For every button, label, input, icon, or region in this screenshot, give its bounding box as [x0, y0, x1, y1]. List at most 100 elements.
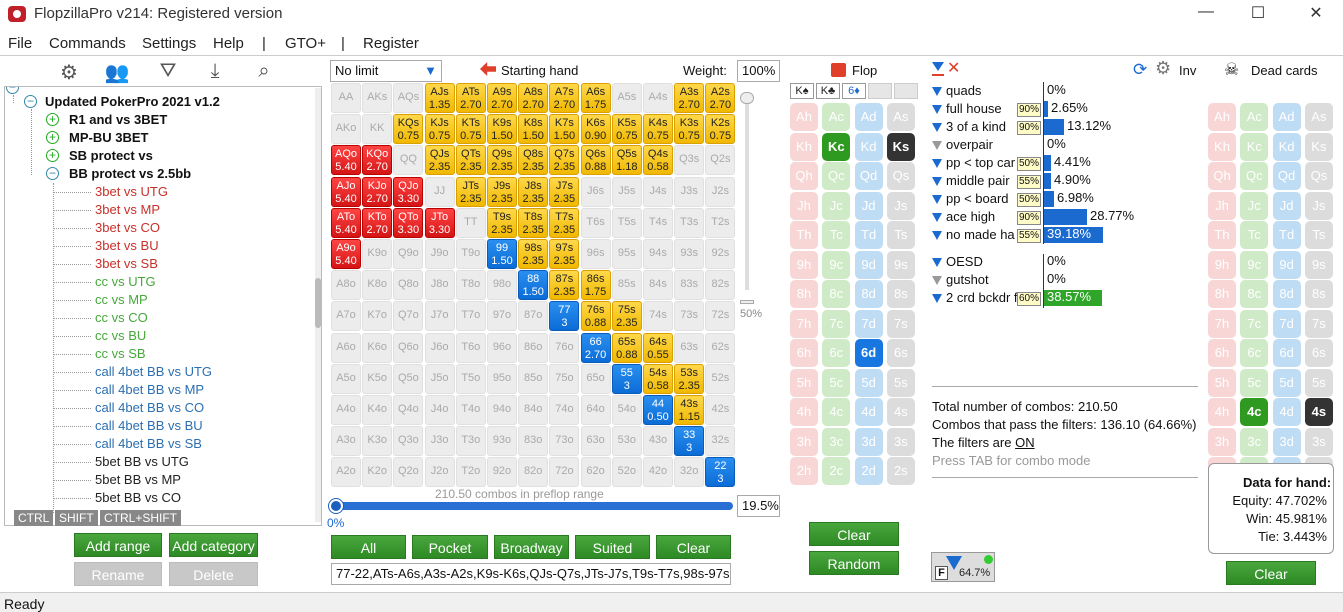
filter-funnel-icon[interactable]: [932, 159, 942, 168]
board-card-empty[interactable]: [868, 83, 892, 99]
hand-cell-54s[interactable]: 54s 0.58: [643, 363, 673, 394]
menu-help[interactable]: Help: [213, 35, 244, 52]
dead-card-3c[interactable]: 3c: [1240, 427, 1269, 456]
flop-card-6h[interactable]: 6h: [790, 339, 818, 367]
hand-cell-A6o[interactable]: A6o: [331, 332, 361, 363]
hand-cell-92o[interactable]: 92o: [487, 457, 517, 488]
hand-cell-AA[interactable]: AA: [331, 83, 361, 113]
hand-cell-KJs[interactable]: KJs 0.75: [424, 114, 455, 145]
hand-cell-T4o[interactable]: T4o: [455, 395, 486, 425]
hand-cell-82o[interactable]: 82o: [518, 457, 549, 488]
hand-cell-94o[interactable]: 94o: [487, 395, 517, 425]
hand-cell-Q8s[interactable]: Q8s 2.35: [518, 145, 549, 176]
hand-cell-75o[interactable]: 75o: [549, 363, 580, 394]
tree-root[interactable]: Updated PokerPro 2021 v1.2: [45, 94, 220, 109]
filter-funnel-icon[interactable]: [932, 105, 942, 114]
hand-cell-K7o[interactable]: K7o: [362, 301, 393, 332]
menu-commands[interactable]: Commands: [49, 35, 126, 52]
filter-funnel-icon[interactable]: [932, 87, 942, 96]
expand-icon[interactable]: +: [46, 131, 59, 144]
filter-badge-button[interactable]: F 64.7%: [931, 552, 995, 582]
close-button[interactable]: ✕: [1309, 5, 1323, 22]
flop-card-Tc[interactable]: Tc: [822, 221, 851, 249]
hand-cell-Q2s[interactable]: Q2s: [705, 145, 736, 176]
dead-card-Ah[interactable]: Ah: [1208, 103, 1236, 131]
dead-card-9s[interactable]: 9s: [1304, 250, 1333, 279]
flop-card-9h[interactable]: 9h: [790, 250, 818, 279]
hand-cell-TT[interactable]: TT: [455, 207, 486, 238]
hand-cell-K2s[interactable]: K2s 0.75: [705, 114, 736, 145]
flop-card-2d[interactable]: 2d: [854, 457, 883, 485]
hand-cell-72o[interactable]: 72o: [549, 457, 580, 488]
hand-cell-Q3s[interactable]: Q3s: [674, 145, 705, 176]
dead-card-8h[interactable]: 8h: [1208, 280, 1236, 308]
hand-cell-K6s[interactable]: K6s 0.90: [580, 114, 611, 145]
dead-card-Qd[interactable]: Qd: [1272, 162, 1301, 190]
tree-leaf[interactable]: 5bet BB vs UTG: [95, 454, 189, 469]
stat-row[interactable]: 3 of a kind: [932, 118, 1006, 136]
hand-cell-76o[interactable]: 76o: [549, 332, 580, 363]
board-card-empty[interactable]: [894, 83, 918, 99]
search-icon[interactable]: ⌕: [258, 60, 270, 82]
flop-card-3s[interactable]: 3s: [886, 427, 915, 456]
tree-leaf[interactable]: 3bet vs SB: [95, 256, 158, 271]
hand-cell-KJo[interactable]: KJo 2.70: [362, 176, 393, 207]
dead-card-6h[interactable]: 6h: [1208, 339, 1236, 367]
hand-cell-T7o[interactable]: T7o: [455, 301, 486, 332]
hand-cell-74s[interactable]: 74s: [643, 301, 673, 332]
tree-leaf[interactable]: cc vs SB: [95, 346, 146, 361]
hand-cell-J4s[interactable]: J4s: [643, 176, 673, 207]
hand-cell-52o[interactable]: 52o: [611, 457, 642, 488]
flop-card-Ad[interactable]: Ad: [854, 103, 883, 131]
dead-card-Jd[interactable]: Jd: [1272, 191, 1301, 220]
hand-cell-T3s[interactable]: T3s: [674, 207, 705, 238]
hand-cell-J2o[interactable]: J2o: [424, 457, 455, 488]
hand-cell-J3o[interactable]: J3o: [424, 426, 455, 457]
tree-leaf[interactable]: cc vs UTG: [95, 274, 156, 289]
hand-cell-53o[interactable]: 53o: [611, 426, 642, 457]
hand-cell-K3s[interactable]: K3s 0.75: [674, 114, 705, 145]
hand-cell-86o[interactable]: 86o: [518, 332, 549, 363]
all-button[interactable]: All: [331, 535, 406, 559]
dead-card-Qs[interactable]: Qs: [1304, 162, 1333, 190]
expand-icon[interactable]: +: [46, 113, 59, 126]
hand-cell-98o[interactable]: 98o: [487, 270, 517, 301]
hand-cell-Q4s[interactable]: Q4s 0.58: [643, 145, 673, 176]
hand-cell-73s[interactable]: 73s: [674, 301, 705, 332]
hand-cell-73o[interactable]: 73o: [549, 426, 580, 457]
dead-card-5s[interactable]: 5s: [1304, 368, 1333, 397]
hand-cell-63o[interactable]: 63o: [580, 426, 611, 457]
hand-cell-92s[interactable]: 92s: [705, 239, 736, 269]
flop-card-As[interactable]: As: [886, 103, 915, 131]
flop-card-5c[interactable]: 5c: [822, 368, 851, 397]
filter-funnel-icon[interactable]: [932, 195, 942, 204]
stat-weight[interactable]: 90%: [1017, 121, 1042, 135]
stat-weight[interactable]: 50%: [1017, 157, 1042, 171]
hand-cell-A2s[interactable]: A2s 2.70: [705, 83, 736, 113]
hand-cell-62s[interactable]: 62s: [705, 332, 736, 363]
import-icon[interactable]: ⤓: [210, 60, 220, 82]
hand-cell-97s[interactable]: 97s 2.35: [549, 239, 580, 269]
flop-random-button[interactable]: Random: [809, 551, 899, 575]
flop-card-3c[interactable]: 3c: [822, 427, 851, 456]
stat-weight[interactable]: 90%: [1017, 103, 1042, 117]
hand-cell-A3s[interactable]: A3s 2.70: [674, 83, 705, 113]
add-range-button[interactable]: Add range: [74, 533, 162, 557]
board-card-3[interactable]: 6♦: [842, 83, 866, 99]
hand-cell-Q2o[interactable]: Q2o: [393, 457, 424, 488]
hand-cell-K9o[interactable]: K9o: [362, 239, 393, 269]
dead-card-Ac[interactable]: Ac: [1240, 103, 1269, 131]
inv-label[interactable]: Inv: [1179, 63, 1197, 78]
hand-cell-95s[interactable]: 95s: [611, 239, 642, 269]
tree-scrollbar[interactable]: [315, 88, 321, 522]
stat-row[interactable]: ace high: [932, 208, 995, 226]
dead-card-4c[interactable]: 4c: [1240, 398, 1269, 426]
limit-select[interactable]: No limit ▼: [330, 60, 442, 82]
hand-cell-T4s[interactable]: T4s: [643, 207, 673, 238]
flop-card-Ks[interactable]: Ks: [886, 132, 915, 161]
dead-card-Kc[interactable]: Kc: [1240, 132, 1269, 161]
dead-card-Kd[interactable]: Kd: [1272, 132, 1301, 161]
hand-cell-T8o[interactable]: T8o: [455, 270, 486, 301]
hand-cell-99[interactable]: 99 1.50: [487, 239, 517, 269]
hand-cell-42o[interactable]: 42o: [643, 457, 673, 488]
